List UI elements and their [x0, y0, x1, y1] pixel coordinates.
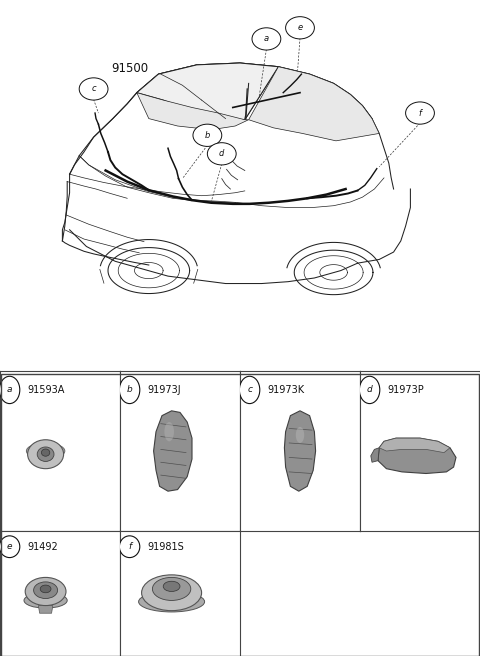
Polygon shape: [378, 438, 456, 474]
Ellipse shape: [26, 443, 65, 459]
Circle shape: [79, 78, 108, 100]
Circle shape: [252, 28, 281, 50]
Polygon shape: [154, 411, 192, 491]
Ellipse shape: [142, 575, 202, 611]
Text: 91973J: 91973J: [147, 385, 180, 395]
Circle shape: [0, 536, 20, 558]
Ellipse shape: [37, 447, 54, 461]
Polygon shape: [137, 92, 249, 130]
Text: c: c: [91, 85, 96, 93]
Ellipse shape: [139, 592, 204, 612]
Text: a: a: [264, 34, 269, 43]
Text: c: c: [247, 386, 252, 394]
Polygon shape: [379, 438, 450, 453]
Ellipse shape: [296, 427, 304, 443]
Text: e: e: [298, 24, 302, 32]
Circle shape: [193, 124, 222, 146]
Polygon shape: [284, 411, 316, 491]
Text: b: b: [204, 131, 210, 140]
Text: 91973P: 91973P: [387, 385, 424, 395]
Ellipse shape: [40, 585, 51, 593]
Text: f: f: [419, 108, 421, 117]
Ellipse shape: [27, 440, 63, 468]
Circle shape: [0, 377, 20, 403]
Polygon shape: [249, 67, 379, 141]
Ellipse shape: [164, 422, 174, 441]
Text: 91981S: 91981S: [147, 542, 184, 552]
Text: d: d: [367, 386, 372, 394]
Text: 91492: 91492: [27, 542, 58, 552]
Ellipse shape: [153, 577, 191, 600]
Ellipse shape: [163, 581, 180, 592]
Text: 91593A: 91593A: [27, 385, 64, 395]
Ellipse shape: [34, 582, 58, 598]
Polygon shape: [38, 605, 53, 613]
Polygon shape: [371, 448, 379, 462]
Text: f: f: [128, 543, 131, 551]
Ellipse shape: [41, 449, 50, 456]
Circle shape: [360, 377, 380, 403]
Text: b: b: [127, 386, 132, 394]
Text: 91973K: 91973K: [267, 385, 304, 395]
Circle shape: [406, 102, 434, 124]
Circle shape: [286, 16, 314, 39]
Circle shape: [240, 377, 260, 403]
Text: 91500: 91500: [111, 62, 148, 75]
Polygon shape: [137, 63, 278, 119]
Circle shape: [120, 377, 140, 403]
Circle shape: [207, 143, 236, 165]
Text: a: a: [7, 386, 12, 394]
Ellipse shape: [24, 593, 67, 608]
Circle shape: [120, 536, 140, 558]
Ellipse shape: [25, 577, 66, 605]
Text: e: e: [7, 543, 12, 551]
Text: d: d: [219, 150, 225, 158]
